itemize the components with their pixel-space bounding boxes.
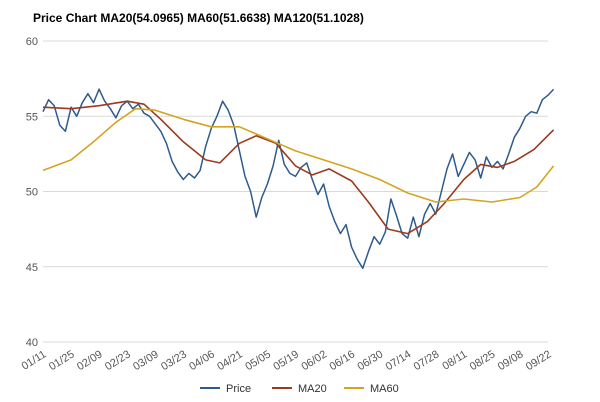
x-tick-label: 07/28 <box>412 348 442 373</box>
x-tick-label: 03/09 <box>131 348 161 373</box>
y-tick-label: 60 <box>26 36 38 48</box>
chart-title: Price Chart MA20(54.0965) MA60(51.6638) … <box>33 11 364 25</box>
x-tick-label: 02/23 <box>103 348 133 373</box>
x-tick-label: 06/16 <box>327 348 357 373</box>
x-tick-label: 08/11 <box>440 348 469 372</box>
legend: Price MA20 MA60 <box>200 383 399 395</box>
x-tick-label: 06/02 <box>299 348 329 373</box>
x-tick-label: 04/21 <box>215 348 245 373</box>
legend-label-ma20: MA20 <box>298 383 327 395</box>
x-tick-label: 09/22 <box>524 348 554 373</box>
series-line-ma60 <box>42 107 555 203</box>
series-lines <box>42 88 555 270</box>
y-tick-label: 50 <box>26 187 38 199</box>
x-tick-label: 05/05 <box>243 348 273 373</box>
x-tick-label: 06/30 <box>356 348 386 373</box>
x-tick-label: 01/25 <box>47 348 77 373</box>
y-tick-label: 45 <box>26 262 38 274</box>
x-tick-label: 07/14 <box>384 348 414 373</box>
x-tick-label: 05/19 <box>271 348 301 373</box>
y-tick-label: 55 <box>26 111 38 123</box>
x-tick-label: 09/08 <box>496 348 526 373</box>
legend-label-price: Price <box>226 383 251 395</box>
x-tick-label: 01/11 <box>20 348 49 372</box>
x-tick-label: 04/06 <box>187 348 217 373</box>
grid-lines <box>43 40 548 343</box>
x-axis-ticks: 01/1101/2502/0902/2303/0903/2304/0604/21… <box>20 348 554 373</box>
series-line-price <box>42 88 555 270</box>
legend-label-ma60: MA60 <box>370 383 399 395</box>
x-tick-label: 03/23 <box>159 348 189 373</box>
series-line-ma20 <box>42 100 555 235</box>
x-tick-label: 08/25 <box>468 348 498 373</box>
y-axis-ticks: 40 45 50 55 60 <box>26 36 38 349</box>
x-tick-label: 02/09 <box>75 348 105 373</box>
y-tick-label: 40 <box>26 337 38 349</box>
